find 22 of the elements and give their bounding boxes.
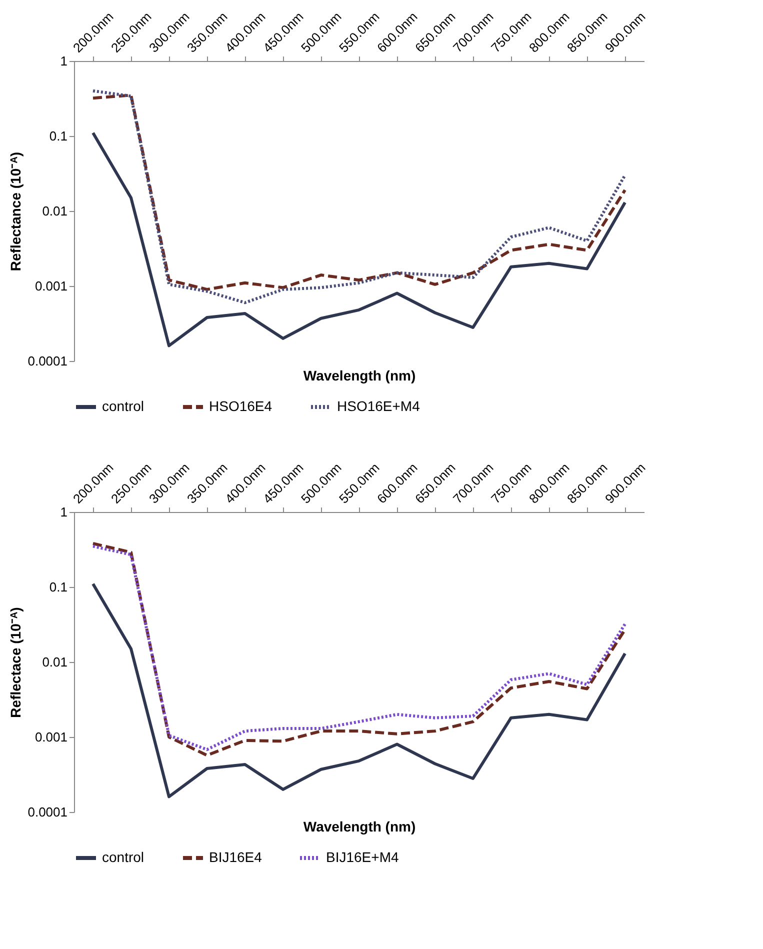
y-tick-label: 1 <box>60 54 68 68</box>
line-series <box>92 582 626 798</box>
y-tick-label: 0.01 <box>42 654 68 670</box>
y-tick-label: 0.0001 <box>28 804 68 820</box>
y-tick-label: 0.1 <box>49 580 68 594</box>
y-tick-label: 0.0001 <box>28 354 68 368</box>
legend-label: control <box>102 398 144 414</box>
legend-label: BIJ16E+M4 <box>326 849 399 865</box>
y-tick-label: 1 <box>60 504 68 520</box>
legend-label: HSO16E+M4 <box>337 398 420 414</box>
y-tick-label: 0.01 <box>42 204 68 218</box>
line-series <box>92 131 626 348</box>
y-axis-title: Reflectance (10⁻ᴬ) <box>8 152 24 272</box>
y-tick-label: 0.001 <box>34 278 68 294</box>
y-axis-title: Reflectace (10⁻ᴬ) <box>8 607 24 718</box>
legend-label: BIJ16E4 <box>209 849 262 865</box>
x-axis-title: Wavelength (nm) <box>303 368 416 384</box>
legend-label: HSO16E4 <box>209 398 272 414</box>
y-tick-label: 0.1 <box>49 128 68 144</box>
x-axis-title: Wavelength (nm) <box>303 818 416 834</box>
y-tick-label: 0.001 <box>34 730 68 744</box>
legend-label: control <box>102 849 144 865</box>
